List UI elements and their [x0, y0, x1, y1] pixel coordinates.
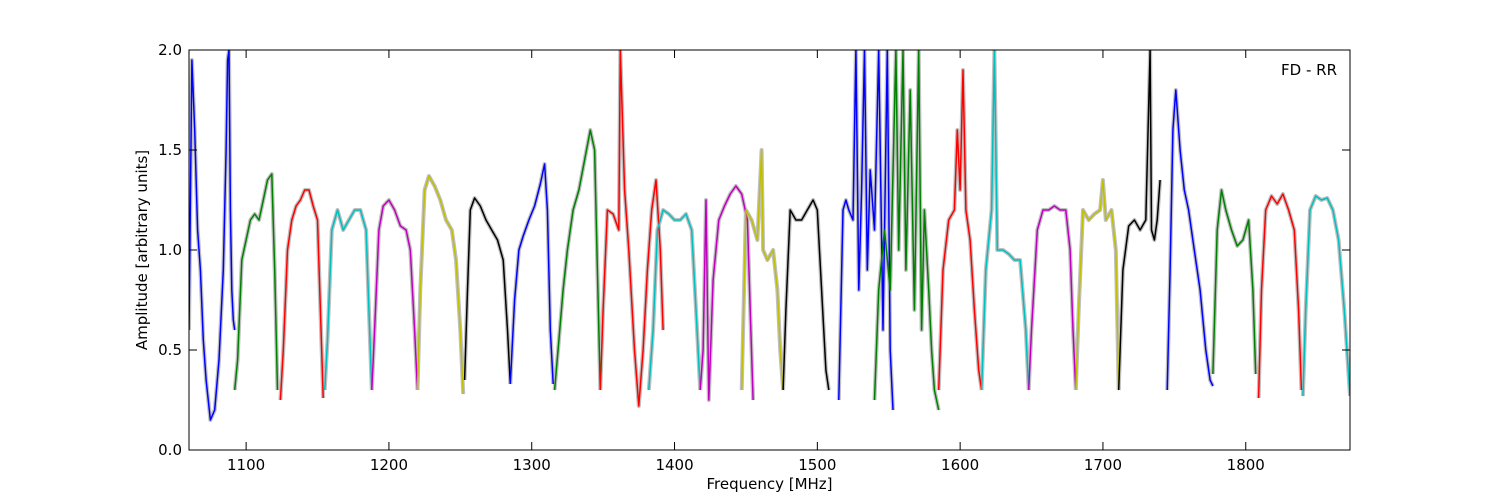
x-tick-label: 1100	[227, 456, 265, 474]
subband-line-21	[1117, 50, 1161, 391]
y-axis-label: Amplitude [arbitrary units]	[133, 150, 151, 350]
subband-line-6	[416, 175, 464, 395]
x-tick-label: 1400	[655, 456, 693, 474]
subband-line-25	[1302, 195, 1350, 397]
subband-line-20	[1075, 179, 1120, 391]
subband-line-16	[873, 50, 940, 411]
plot-area	[189, 50, 1350, 450]
y-tick-label: 0.5	[158, 341, 182, 359]
subband-line-24	[1257, 193, 1303, 399]
subband-line-17	[937, 69, 983, 391]
subband-line-22	[1166, 89, 1214, 391]
subband-line-13	[740, 149, 784, 391]
subband-line-11	[648, 209, 701, 391]
x-tick-label: 1700	[1084, 456, 1122, 474]
chart-annotation: FD - RR	[1281, 61, 1337, 79]
x-tick-label: 1500	[798, 456, 836, 474]
y-axis: 0.0 0.5 1.0 1.5 2.0	[158, 41, 1350, 459]
subband-line-3	[279, 189, 324, 401]
x-tick-label: 1600	[941, 456, 979, 474]
x-tick-label: 1300	[513, 456, 551, 474]
y-tick-label: 0.0	[158, 441, 182, 459]
subband-line-23	[1212, 189, 1257, 375]
y-tick-label: 1.5	[158, 141, 182, 159]
subband-line-5	[371, 199, 419, 391]
subband-line-9	[553, 129, 602, 391]
subband-line-18	[980, 50, 1030, 391]
x-axis: 1100 1200 1300 1400 1500 1600 1700 1800	[227, 50, 1265, 474]
subband-line-7	[463, 197, 512, 385]
subband-line-12	[699, 185, 754, 401]
subband-line-2	[233, 173, 279, 391]
subband-line-10	[599, 50, 664, 407]
subband-line-4	[323, 209, 373, 391]
x-tick-label: 1200	[370, 456, 408, 474]
subband-line-19	[1027, 205, 1077, 391]
subband-line-8	[509, 163, 554, 385]
subband-line-1	[189, 50, 236, 421]
x-tick-label: 1800	[1227, 456, 1265, 474]
subband-line-14	[782, 199, 830, 391]
x-axis-label: Frequency [MHz]	[706, 475, 832, 493]
y-tick-label: 2.0	[158, 41, 182, 59]
y-tick-label: 1.0	[158, 241, 182, 259]
series-layer	[189, 50, 1350, 421]
